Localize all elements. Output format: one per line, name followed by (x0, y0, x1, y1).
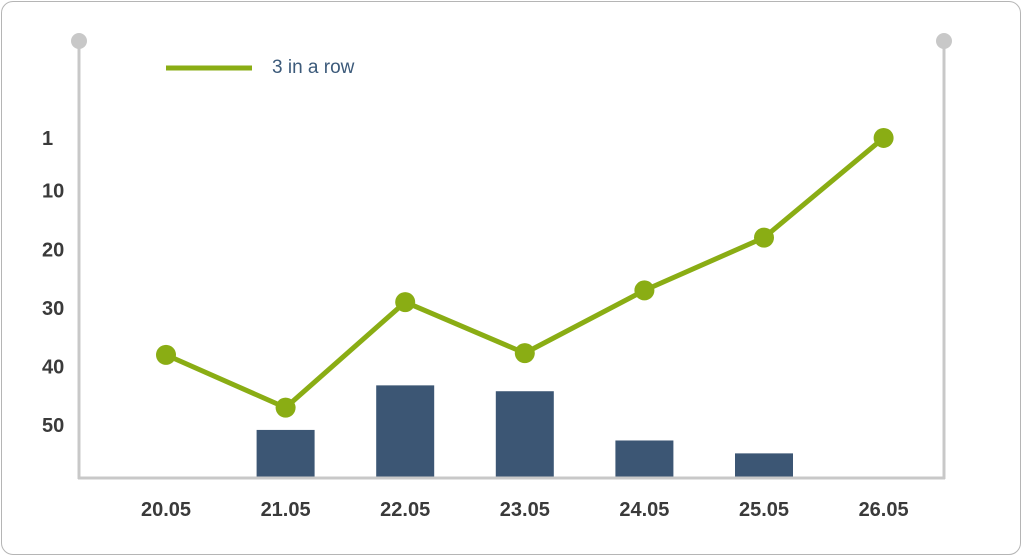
bar-25.05 (735, 453, 793, 477)
bar-22.05 (376, 385, 435, 477)
bar-23.05 (495, 391, 554, 477)
x-tick-label: 25.05 (739, 499, 789, 521)
line-point-21.05 (275, 397, 296, 418)
line-point-23.05 (514, 343, 535, 364)
bar-24.05 (615, 440, 674, 477)
y-tick-label: 30 (42, 298, 64, 320)
line-point-25.05 (754, 227, 774, 248)
line-path (164, 136, 886, 411)
left-axis-cap (71, 33, 87, 49)
x-tick-label: 20.05 (141, 499, 191, 521)
line-series (156, 127, 894, 418)
bar-series (256, 385, 793, 477)
x-tick-label: 26.05 (859, 499, 909, 521)
legend: 3 in a row (166, 57, 355, 78)
y-tick-label: 20 (42, 239, 64, 261)
legend-label: 3 in a row (272, 57, 355, 78)
x-tick-label: 24.05 (619, 499, 669, 521)
line-point-22.05 (395, 292, 416, 313)
x-axis-ticks: 20.05 21.05 22.05 23.05 24.05 25.05 26.05 (141, 499, 909, 521)
x-tick-label: 23.05 (500, 499, 550, 521)
bar-21.05 (256, 429, 315, 477)
y-tick-label: 40 (42, 357, 64, 379)
y-tick-label: 1 (42, 128, 53, 150)
axes (71, 33, 952, 480)
y-axis-ticks: 1 10 20 30 40 50 (42, 128, 64, 437)
line-point-20.05 (156, 344, 176, 365)
right-axis-cap (936, 33, 952, 49)
y-tick-label: 10 (42, 181, 64, 203)
x-tick-label: 21.05 (261, 499, 311, 521)
x-tick-label: 22.05 (380, 499, 430, 521)
y-tick-label: 50 (42, 415, 64, 437)
line-point-24.05 (634, 280, 655, 301)
line-point-26.05 (873, 127, 894, 148)
